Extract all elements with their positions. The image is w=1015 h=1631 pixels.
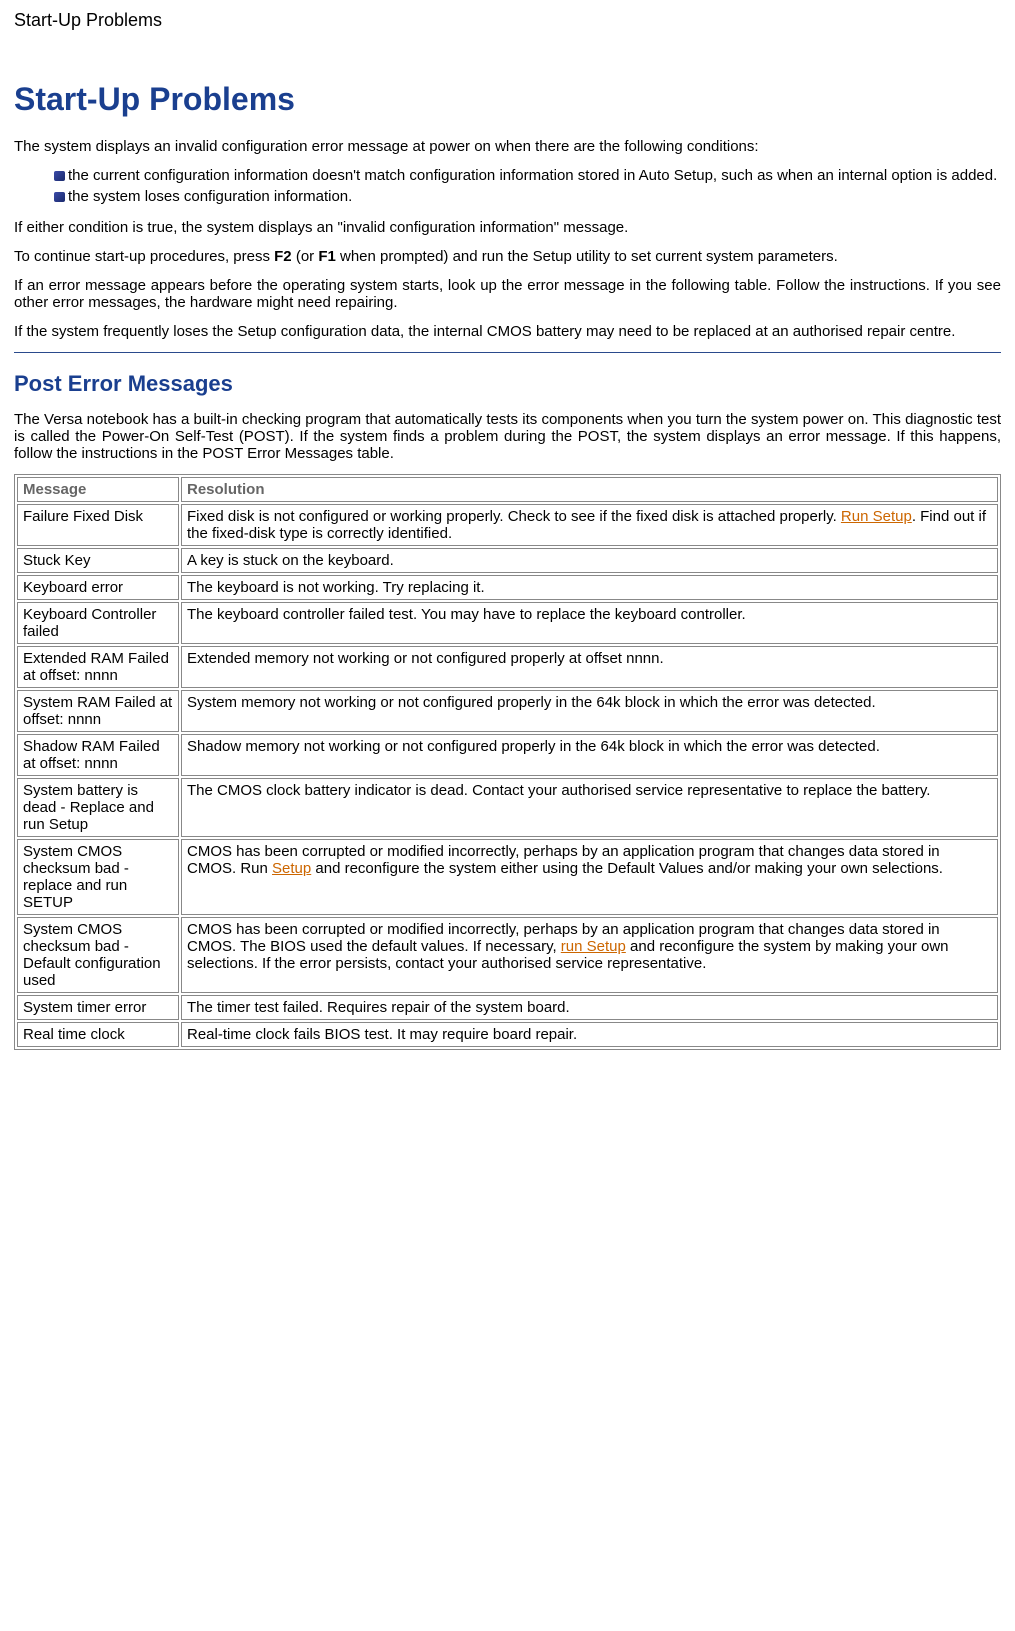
table-row: Real time clock Real-time clock fails BIO… [17, 1022, 998, 1047]
cell-message: System CMOS checksum bad - replace and r… [17, 839, 179, 915]
text: Real-time clock fails BIOS test. It may … [187, 1026, 577, 1043]
text: A key is stuck on the keyboard. [187, 552, 394, 569]
bullet-icon [54, 192, 65, 202]
cell-resolution: Fixed disk is not configured or working … [181, 504, 998, 546]
list-item-text: the system loses configuration informati… [68, 188, 352, 205]
table-row: Extended RAM Failed at offset: nnnn Exten… [17, 646, 998, 688]
col-header-message: Message [17, 477, 179, 502]
key-f2: F2 [274, 248, 292, 265]
table-row: System RAM Failed at offset: nnnn System … [17, 690, 998, 732]
cell-message: Extended RAM Failed at offset: nnnn [17, 646, 179, 688]
table-row: Shadow RAM Failed at offset: nnnn Shadow … [17, 734, 998, 776]
text: The timer test failed. Requires repair o… [187, 999, 570, 1016]
cell-resolution: The keyboard controller failed test. You… [181, 602, 998, 644]
list-item-text: the current configuration information do… [68, 167, 997, 184]
run-setup-link[interactable]: run Setup [561, 938, 626, 955]
table-row: Keyboard error The keyboard is not workin… [17, 575, 998, 600]
cell-message: Stuck Key [17, 548, 179, 573]
cell-resolution: Extended memory not working or not confi… [181, 646, 998, 688]
cell-resolution: System memory not working or not configu… [181, 690, 998, 732]
list-item: the system loses configuration informati… [54, 188, 1001, 205]
cell-message: Shadow RAM Failed at offset: nnnn [17, 734, 179, 776]
cell-message: System RAM Failed at offset: nnnn [17, 690, 179, 732]
post-error-table: Message Resolution Failure Fixed Disk Fix… [14, 474, 1001, 1050]
cell-message: System CMOS checksum bad - Default confi… [17, 917, 179, 993]
table-body: Failure Fixed Disk Fixed disk is not conf… [17, 504, 998, 1047]
section-divider [14, 352, 1001, 353]
table-row: System battery is dead - Replace and run… [17, 778, 998, 837]
intro-paragraph: The system displays an invalid configura… [14, 138, 1001, 155]
text: System memory not working or not configu… [187, 694, 876, 711]
cell-message: Keyboard Controller failed [17, 602, 179, 644]
col-header-resolution: Resolution [181, 477, 998, 502]
cell-message: Keyboard error [17, 575, 179, 600]
text: Fixed disk is not configured or working … [187, 508, 841, 525]
page-header: Start-Up Problems [14, 10, 1001, 31]
cell-message: System battery is dead - Replace and run… [17, 778, 179, 837]
table-header-row: Message Resolution [17, 477, 998, 502]
run-setup-link[interactable]: Run Setup [841, 508, 912, 525]
text: and reconfigure the system either using … [311, 860, 943, 877]
paragraph: To continue start-up procedures, press F… [14, 248, 1001, 265]
text: To continue start-up procedures, press [14, 248, 274, 265]
cell-resolution: The timer test failed. Requires repair o… [181, 995, 998, 1020]
cell-resolution: The keyboard is not working. Try replaci… [181, 575, 998, 600]
cell-resolution: CMOS has been corrupted or modified inco… [181, 839, 998, 915]
table-row: Failure Fixed Disk Fixed disk is not conf… [17, 504, 998, 546]
sub-intro-paragraph: The Versa notebook has a built-in checki… [14, 411, 1001, 462]
text: Extended memory not working or not confi… [187, 650, 664, 667]
table-row: Keyboard Controller failed The keyboard c… [17, 602, 998, 644]
sub-heading: Post Error Messages [14, 367, 1001, 397]
text: (or [292, 248, 319, 265]
cell-message: Real time clock [17, 1022, 179, 1047]
conditions-list: the current configuration information do… [14, 167, 1001, 205]
cell-message: System timer error [17, 995, 179, 1020]
bullet-icon [54, 171, 65, 181]
table-row: Stuck Key A key is stuck on the keyboard. [17, 548, 998, 573]
text: Shadow memory not working or not configu… [187, 738, 880, 755]
table-row: System timer error The timer test failed.… [17, 995, 998, 1020]
text: when prompted) and run the Setup utility… [336, 248, 838, 265]
cell-resolution: Shadow memory not working or not configu… [181, 734, 998, 776]
table-row: System CMOS checksum bad - Default confi… [17, 917, 998, 993]
cell-resolution: Real-time clock fails BIOS test. It may … [181, 1022, 998, 1047]
list-item: the current configuration information do… [54, 167, 1001, 184]
paragraph: If the system frequently loses the Setup… [14, 323, 1001, 340]
text: The keyboard controller failed test. You… [187, 606, 746, 623]
paragraph: If either condition is true, the system … [14, 219, 1001, 236]
paragraph: If an error message appears before the o… [14, 277, 1001, 311]
cell-resolution: CMOS has been corrupted or modified inco… [181, 917, 998, 993]
run-setup-link[interactable]: Setup [272, 860, 311, 877]
cell-resolution: A key is stuck on the keyboard. [181, 548, 998, 573]
cell-message: Failure Fixed Disk [17, 504, 179, 546]
key-f1: F1 [318, 248, 336, 265]
text: The CMOS clock battery indicator is dead… [187, 782, 930, 799]
table-row: System CMOS checksum bad - replace and r… [17, 839, 998, 915]
cell-resolution: The CMOS clock battery indicator is dead… [181, 778, 998, 837]
main-heading: Start-Up Problems [14, 81, 1001, 118]
text: The keyboard is not working. Try replaci… [187, 579, 485, 596]
